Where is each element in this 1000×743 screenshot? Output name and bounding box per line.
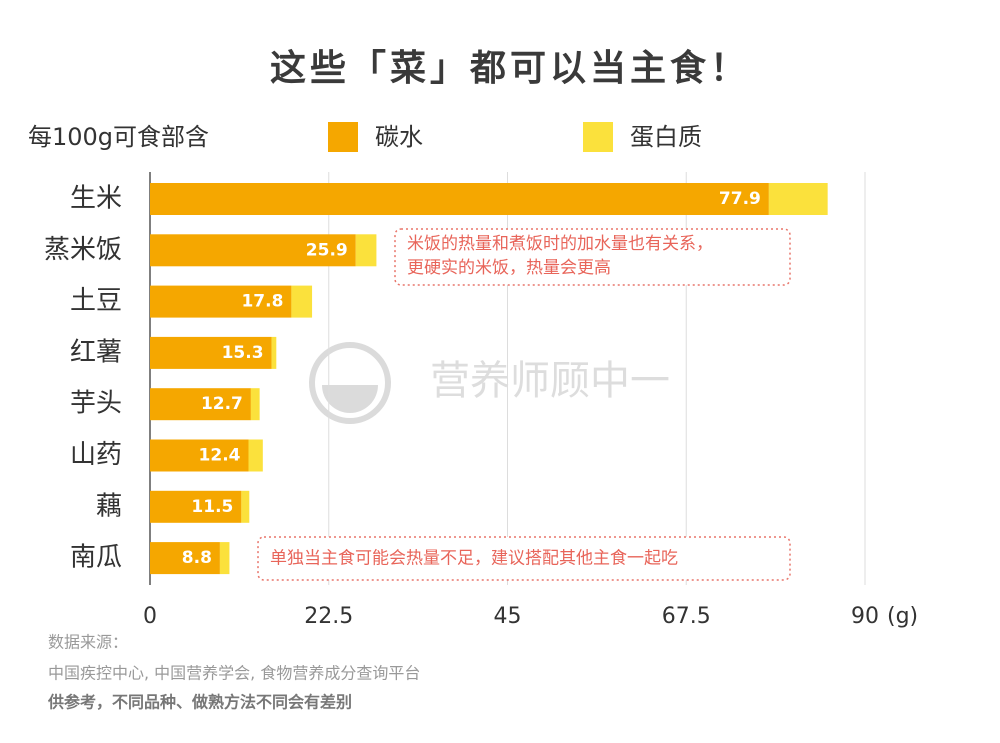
bar-segment — [150, 285, 292, 318]
annotation-box — [394, 228, 791, 286]
bar-segment — [150, 234, 356, 267]
value-label: 77.9 — [719, 189, 761, 209]
bar-segment — [271, 336, 277, 369]
y-tick-label: 山药 — [70, 440, 122, 470]
x-tick-label: 0 — [143, 604, 157, 629]
bar-segment — [150, 183, 769, 215]
y-tick-label: 南瓜 — [70, 543, 122, 573]
value-label: 17.8 — [241, 292, 283, 312]
y-tick-label: 生米 — [70, 184, 122, 214]
y-tick-label: 红薯 — [70, 337, 122, 367]
logo-ring — [309, 342, 391, 424]
source-text: 中国疾控中心, 中国营养学会, 食物营养成分查询平台 — [48, 664, 420, 683]
legend-label: 蛋白质 — [630, 123, 702, 151]
x-tick-label: 22.5 — [304, 604, 353, 629]
annotation-text: 更硬实的米饭，热量会更高 — [407, 258, 611, 278]
legend-label: 碳水 — [375, 123, 423, 151]
x-tick-label: 67.5 — [662, 604, 711, 629]
bar-segment — [241, 490, 250, 523]
annotation-box — [257, 536, 791, 581]
bar-segment — [355, 234, 377, 267]
bar-segment — [150, 542, 220, 575]
bar-segment — [219, 542, 230, 575]
source-note: 供参考，不同品种、做熟方法不同会有差别 — [47, 693, 352, 712]
subtitle: 每100g可食部含 — [28, 123, 209, 151]
value-label: 12.4 — [199, 446, 241, 466]
chart-title: 这些「菜」都可以当主食！ — [270, 48, 750, 89]
watermark: 营养师顾中一 — [430, 358, 670, 404]
bar-segment — [150, 336, 272, 369]
value-label: 25.9 — [306, 240, 348, 260]
annotation-text: 单独当主食可能会热量不足，建议搭配其他主食一起吃 — [270, 549, 678, 569]
logo-bowl — [322, 385, 378, 413]
source-label: 数据来源： — [48, 633, 128, 652]
bar-segment — [250, 388, 260, 421]
bar-segment — [768, 183, 828, 215]
x-unit: (g) — [887, 604, 918, 629]
value-label: 15.3 — [222, 343, 264, 363]
value-label: 8.8 — [182, 548, 212, 568]
x-tick-label: 90 — [851, 604, 879, 629]
bar-segment — [150, 439, 249, 472]
bar-segment — [150, 388, 251, 421]
x-tick-label: 45 — [494, 604, 522, 629]
watermark-logo — [309, 342, 391, 424]
y-tick-label: 蒸米饭 — [44, 235, 122, 265]
bar-segment — [291, 285, 313, 318]
y-tick-label: 土豆 — [70, 286, 122, 316]
y-tick-label: 芋头 — [70, 389, 122, 419]
value-label: 11.5 — [191, 497, 233, 517]
legend-swatch — [583, 122, 613, 152]
value-label: 12.7 — [201, 394, 243, 414]
legend-swatch — [328, 122, 358, 152]
y-tick-label: 藕 — [96, 491, 122, 521]
annotation-text: 米饭的热量和煮饭时的加水量也有关系， — [407, 234, 713, 254]
bar-segment — [150, 490, 242, 523]
bar-segment — [248, 439, 263, 472]
